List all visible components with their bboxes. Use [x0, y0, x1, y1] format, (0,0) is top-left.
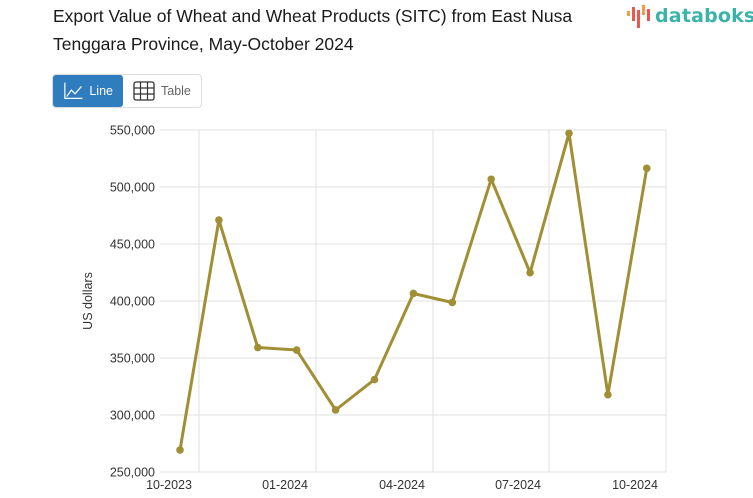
x-tick-label: 10-2023 — [146, 478, 192, 492]
databoks-logo[interactable]: databoks — [626, 3, 753, 29]
bars-logo-icon — [627, 5, 650, 28]
y-axis-ticks: 250,000 300,000 350,000 400,000 450,000 500,0… — [110, 124, 155, 480]
y-tick-label: 550,000 — [110, 124, 155, 138]
x-tick-label: 10-2024 — [612, 478, 658, 492]
table-view-button[interactable]: Table — [123, 75, 201, 107]
x-tick-label: 01-2024 — [262, 478, 308, 492]
data-point[interactable] — [292, 346, 301, 354]
table-grid-icon — [133, 81, 155, 101]
data-point[interactable] — [176, 446, 184, 454]
y-tick-label: 350,000 — [110, 352, 155, 366]
chart-grid — [160, 129, 667, 473]
brand-name: databoks — [655, 5, 753, 27]
data-point[interactable] — [565, 129, 573, 138]
data-point[interactable] — [526, 268, 534, 277]
data-point[interactable] — [643, 164, 651, 173]
view-toggle: Line Table — [52, 74, 202, 108]
x-tick-label: 07-2024 — [495, 478, 541, 492]
data-point[interactable] — [604, 390, 612, 399]
data-point[interactable] — [409, 289, 418, 298]
y-tick-label: 400,000 — [110, 295, 155, 309]
y-tick-label: 300,000 — [110, 409, 155, 423]
x-tick-label: 04-2024 — [379, 478, 425, 492]
chart-title: Export Value of Wheat and Wheat Products… — [53, 6, 573, 54]
line-chart-icon — [64, 82, 83, 100]
data-point[interactable] — [331, 406, 340, 414]
data-point[interactable] — [253, 343, 262, 352]
y-axis-label: US dollars — [81, 272, 95, 330]
data-point-markers — [176, 129, 651, 454]
y-tick-label: 450,000 — [110, 238, 155, 252]
y-tick-label: 250,000 — [110, 466, 155, 480]
y-tick-label: 500,000 — [110, 181, 155, 195]
data-point[interactable] — [487, 175, 496, 184]
data-point[interactable] — [370, 375, 379, 384]
line-view-label: Line — [89, 84, 113, 98]
data-point[interactable] — [215, 216, 223, 224]
table-view-label: Table — [161, 84, 191, 98]
line-view-button[interactable]: Line — [53, 75, 123, 107]
x-axis-ticks: 10-2023 01-2024 04-2024 07-2024 10-2024 — [146, 478, 658, 492]
data-point[interactable] — [448, 298, 457, 307]
